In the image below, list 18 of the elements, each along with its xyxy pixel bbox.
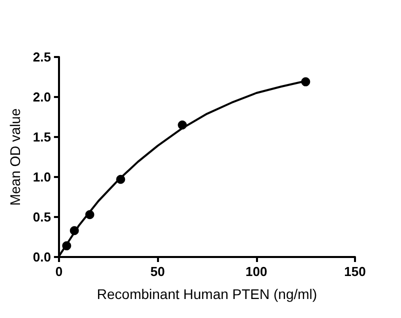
point — [178, 120, 187, 130]
y-tick-label: 1.5 — [32, 130, 51, 144]
x-tick-label: 50 — [150, 264, 165, 279]
x-tick-label: 150 — [344, 264, 366, 279]
x-axis-title: Recombinant Human PTEN (ng/ml) — [96, 286, 318, 302]
y-tick-label: 1.0 — [32, 170, 51, 184]
point — [301, 77, 310, 86]
x-tick-label: 0 — [55, 264, 63, 279]
x-tick-label: 100 — [245, 264, 268, 279]
point — [116, 174, 126, 184]
y-tick-label: 2.5 — [32, 50, 51, 64]
y-tick-label: 0.5 — [32, 210, 51, 224]
y-axis-title: Mean OD value — [7, 108, 23, 206]
point — [62, 241, 72, 250]
y-tick-label: 0.0 — [32, 250, 51, 264]
point — [85, 210, 94, 220]
y-tick-label: 2.0 — [32, 90, 51, 104]
point — [70, 226, 79, 236]
